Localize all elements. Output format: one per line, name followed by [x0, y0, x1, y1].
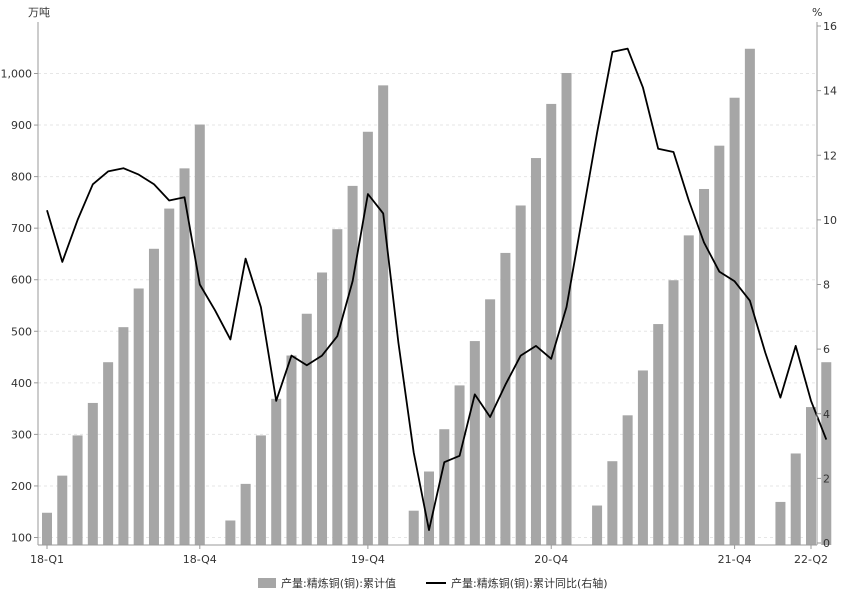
bar [607, 461, 618, 545]
bar [729, 97, 740, 545]
bar [485, 299, 496, 545]
bar [469, 341, 480, 545]
bar [255, 435, 266, 545]
y-left-tick-label: 900 [11, 119, 32, 132]
bar-series [42, 48, 832, 546]
x-tick-label: 22-Q2 [794, 553, 828, 566]
bar [546, 103, 557, 545]
bar [806, 407, 816, 545]
bar [362, 131, 373, 545]
bar [164, 208, 175, 545]
bar [118, 327, 129, 545]
y-right-tick-label: 4 [823, 408, 830, 421]
bar [179, 168, 190, 545]
bar [744, 48, 755, 546]
line-series [46, 47, 828, 531]
legend-label-bar: 产量:精炼铜(铜):累计值 [281, 577, 396, 590]
y-left-tick-label: 500 [11, 325, 32, 338]
x-axis-labels: 18-Q1 18-Q4 19-Q4 20-Q4 21-Q4 22-Q2 [30, 553, 828, 566]
bar [148, 248, 159, 546]
legend-swatch-line [426, 582, 446, 584]
bar [103, 362, 114, 545]
bar [637, 370, 648, 545]
bar [42, 512, 52, 545]
bar [790, 453, 801, 545]
x-tick-label: 21-Q4 [718, 553, 752, 566]
bar [194, 124, 205, 545]
y-left-tick-label: 100 [11, 532, 32, 545]
bar [133, 288, 144, 545]
bar [347, 185, 358, 545]
y-right-tick-label: 16 [823, 20, 837, 33]
bar [592, 505, 603, 545]
y-right-tick-label: 10 [823, 214, 837, 227]
bar [699, 188, 710, 546]
x-tick-label: 18-Q1 [30, 553, 64, 566]
bar [87, 402, 98, 545]
bar [332, 229, 343, 545]
y-left-tick-label: 800 [11, 171, 32, 184]
legend-item-line: 产量:精炼铜(铜):累计同比(右轴) [426, 575, 608, 591]
y-right-tick-label: 14 [823, 85, 837, 98]
legend-item-bar: 产量:精炼铜(铜):累计值 [258, 575, 396, 591]
y-right-tick-label: 8 [823, 279, 830, 292]
bar [439, 429, 450, 545]
bar [530, 158, 541, 545]
right-axis-unit: % [812, 6, 822, 19]
y-left-tick-label: 700 [11, 222, 32, 235]
y-left-tick-label: 200 [11, 480, 32, 493]
y-left-tick-label: 400 [11, 377, 32, 390]
bar [424, 471, 434, 545]
legend: 产量:精炼铜(铜):累计值 产量:精炼铜(铜):累计同比(右轴) [258, 575, 638, 591]
bar [378, 85, 389, 545]
y-left-tick-label: 1,000 [1, 68, 33, 81]
bar [454, 385, 465, 545]
y-right-tick-label: 12 [823, 149, 837, 162]
bar [317, 272, 328, 545]
bar [240, 483, 251, 545]
bar [821, 362, 832, 545]
y-right-tick-label: 6 [823, 343, 830, 356]
bar [271, 398, 282, 545]
bar [408, 510, 419, 545]
bar [286, 355, 297, 545]
legend-swatch-bar [258, 578, 276, 588]
bar [775, 501, 786, 545]
bar [668, 280, 679, 545]
bar [301, 313, 312, 545]
x-tick-label: 19-Q4 [351, 553, 385, 566]
bar [622, 415, 633, 545]
left-axis-unit: 万吨 [28, 6, 50, 19]
y-right-tick-label: 2 [823, 472, 830, 485]
y-left-tick-label: 600 [11, 274, 32, 287]
bar [57, 475, 68, 545]
bar [225, 520, 236, 545]
y-axis-left-labels: 100 200 300 400 500 600 700 800 900 1,000 [1, 68, 33, 545]
x-tick-label: 18-Q4 [183, 553, 217, 566]
axes [34, 22, 821, 549]
bar [500, 252, 511, 545]
bar [515, 205, 526, 545]
legend-label-line: 产量:精炼铜(铜):累计同比(右轴) [451, 577, 608, 590]
y-axis-right-labels: 0 2 4 6 8 10 12 14 16 [823, 20, 837, 550]
bar [653, 324, 664, 545]
bar [72, 435, 83, 545]
y-right-tick-label: 0 [823, 537, 830, 550]
bar [683, 235, 694, 545]
x-tick-label: 20-Q4 [534, 553, 568, 566]
bar [714, 145, 725, 545]
y-left-tick-label: 300 [11, 428, 32, 441]
